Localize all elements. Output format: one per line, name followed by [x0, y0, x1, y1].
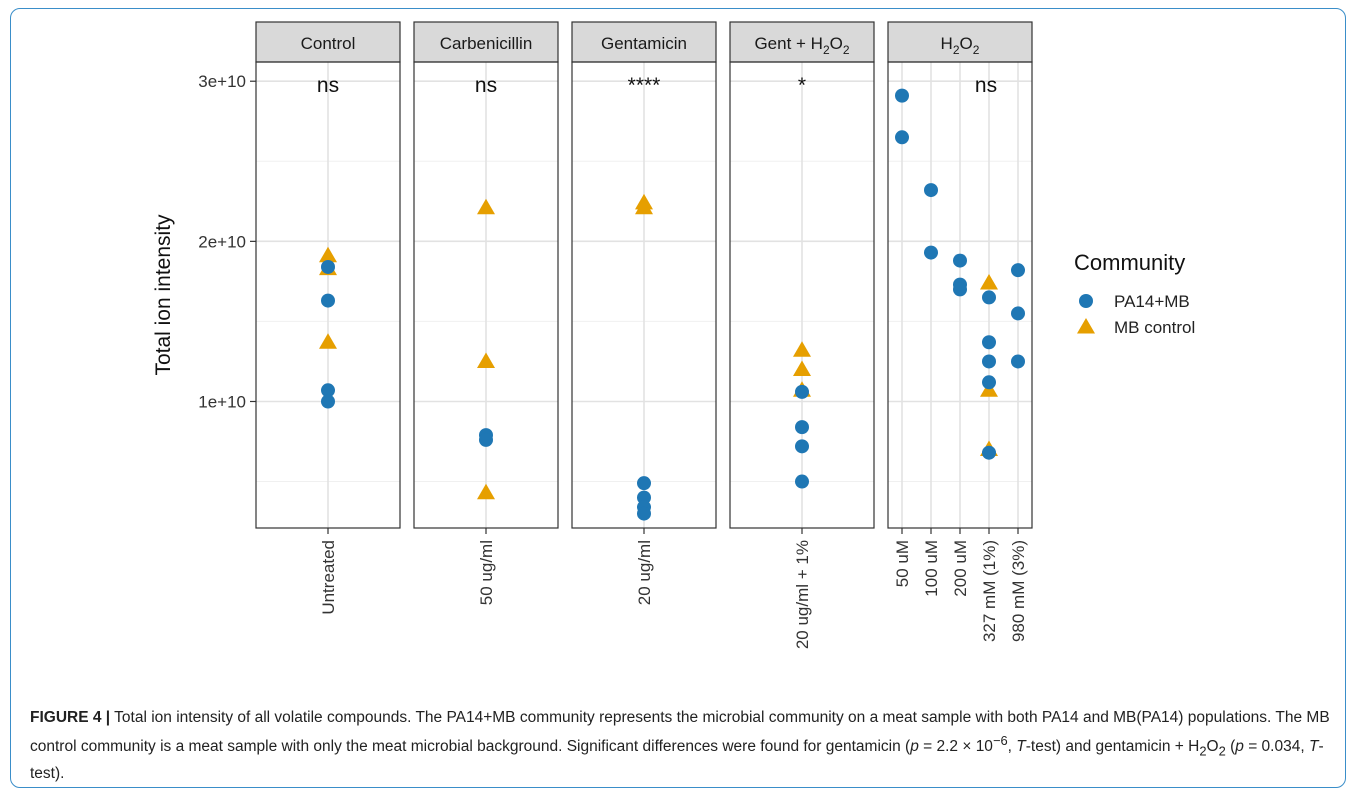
- point-circle: [924, 183, 938, 198]
- facet-panel: Carbenicillin ns 50 ug/ml: [413, 21, 559, 605]
- point-circle: [637, 490, 651, 505]
- x-tick-label: 200 uM: [951, 540, 970, 597]
- caption-p-symbol: p: [1235, 738, 1244, 756]
- point-triangle: [635, 198, 653, 215]
- y-tick-label: 1e+10: [198, 392, 246, 411]
- point-circle: [795, 384, 809, 399]
- point-triangle: [319, 246, 337, 263]
- point-circle: [321, 259, 335, 274]
- caption-text: (: [1225, 738, 1236, 756]
- point-circle: [795, 474, 809, 489]
- significance-label: ns: [975, 74, 997, 97]
- facet-strip: [729, 21, 875, 63]
- point-circle: [953, 282, 967, 297]
- faceted-scatter-chart: 1e+10 2e+10 3e+10 Total ion intensity Contro…: [152, 21, 1195, 649]
- x-tick-label: 327 mM (1%): [980, 540, 999, 642]
- facet-panel: Control ns Untreated: [255, 21, 401, 615]
- point-circle: [953, 253, 967, 268]
- legend-label: MB control: [1114, 318, 1195, 337]
- point-circle: [637, 506, 651, 521]
- caption-t-symbol: T: [1308, 738, 1319, 756]
- legend: Community PA14+MB MB control: [1074, 250, 1195, 337]
- x-tick-label: Untreated: [319, 540, 338, 615]
- point-circle: [1011, 354, 1025, 369]
- caption-t-symbol: T: [1016, 738, 1026, 756]
- caption-text: -test) and gentamicin + H: [1025, 738, 1200, 756]
- x-tick-label: 20 ug/ml: [635, 540, 654, 605]
- legend-circle-icon: [1079, 294, 1093, 308]
- facet-strip-label: Gentamicin: [601, 34, 687, 53]
- facet-panel: Gent + H2O2*20 ug/ml + 1%: [729, 21, 875, 649]
- point-circle: [982, 445, 996, 460]
- figure-caption: FIGURE 4 | Total ion intensity of all vo…: [30, 706, 1330, 785]
- point-circle: [479, 432, 493, 447]
- significance-label: ns: [475, 74, 497, 97]
- point-circle: [1011, 263, 1025, 278]
- x-tick-label: 100 uM: [922, 540, 941, 597]
- point-circle: [795, 439, 809, 454]
- point-circle: [924, 245, 938, 260]
- caption-text: -test).: [30, 738, 1324, 783]
- point-circle: [982, 354, 996, 369]
- point-circle: [321, 293, 335, 308]
- caption-text: Total ion intensity of all volatile comp…: [30, 709, 1330, 756]
- x-tick-label: 20 ug/ml + 1%: [793, 540, 812, 649]
- point-triangle: [477, 198, 495, 215]
- legend-title: Community: [1074, 250, 1185, 275]
- point-circle: [321, 394, 335, 409]
- legend-label: PA14+MB: [1114, 292, 1190, 311]
- y-axis-title: Total ion intensity: [152, 214, 175, 376]
- facet-strip-label: Control: [301, 34, 356, 53]
- point-triangle: [477, 352, 495, 368]
- x-tick-label: 50 uM: [893, 540, 912, 587]
- point-circle: [895, 130, 909, 145]
- point-triangle: [793, 360, 811, 376]
- point-circle: [637, 476, 651, 491]
- point-circle: [982, 375, 996, 390]
- caption-p-symbol: p: [910, 738, 919, 756]
- caption-text: = 2.2 × 10: [918, 738, 993, 756]
- caption-subscript: 2: [1199, 743, 1207, 759]
- caption-exponent: −6: [992, 733, 1008, 748]
- point-triangle: [793, 341, 811, 357]
- significance-label: *: [798, 74, 806, 97]
- facet-panel: H2O2 ns 50 uM 100 uM 200 uM 327 mM (1%) 980 mM…: [887, 21, 1033, 642]
- significance-label: ****: [628, 74, 661, 97]
- x-tick-label: 50 ug/ml: [477, 540, 496, 605]
- caption-text: ,: [1007, 738, 1017, 756]
- legend-triangle-icon: [1077, 318, 1095, 334]
- facet-panel: Gentamicin **** 20 ug/ml: [571, 21, 717, 605]
- point-circle: [321, 383, 335, 398]
- point-circle: [895, 88, 909, 103]
- caption-text: = 0.034,: [1243, 738, 1309, 756]
- facet-strip: [413, 21, 559, 63]
- point-circle: [1011, 306, 1025, 321]
- significance-label: ns: [317, 74, 339, 97]
- caption-text: O: [1206, 738, 1219, 756]
- facet-strip: [887, 21, 1033, 63]
- point-triangle: [477, 483, 495, 500]
- point-triangle: [980, 273, 998, 290]
- point-circle: [982, 290, 996, 305]
- facet-strip-label: Carbenicillin: [440, 34, 533, 53]
- x-tick-label: 980 mM (3%): [1009, 540, 1028, 642]
- facet-strip-label: H2O2: [941, 34, 980, 57]
- caption-subscript: 2: [1218, 743, 1226, 759]
- y-tick-label: 3e+10: [198, 72, 246, 91]
- point-circle: [982, 335, 996, 350]
- point-triangle: [319, 333, 337, 349]
- y-tick-label: 2e+10: [198, 232, 246, 251]
- point-circle: [795, 420, 809, 435]
- figure-label: FIGURE 4 |: [30, 709, 111, 726]
